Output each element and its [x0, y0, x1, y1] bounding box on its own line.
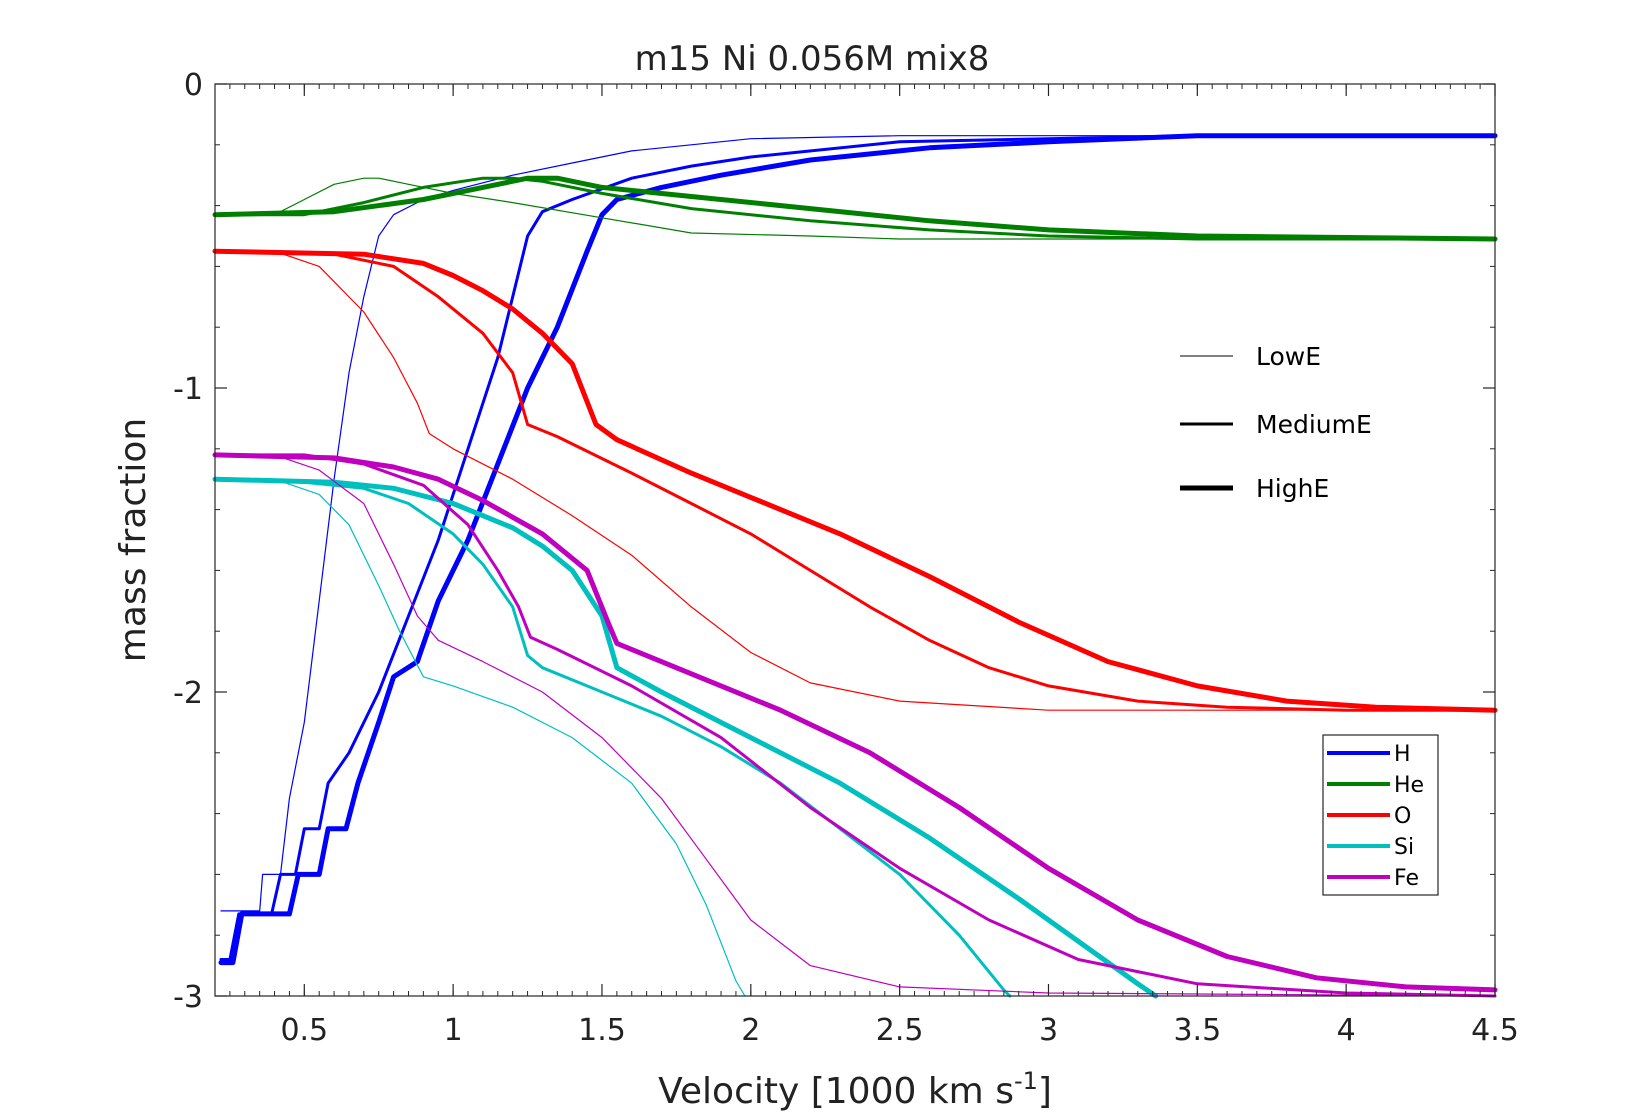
x-tick-label: 1.5	[578, 1013, 626, 1048]
series-line-o-lowe	[214, 250, 1496, 711]
series-line-fe-lowe	[214, 454, 1496, 997]
series-line-h-lowe	[220, 135, 1496, 912]
series-line-he-highe	[212, 175, 1498, 242]
element-legend-label-o: O	[1394, 804, 1411, 829]
element-legend: H He O Si Fe	[1322, 734, 1439, 896]
element-legend-label-fe: Fe	[1394, 866, 1419, 891]
energy-legend: LowE MediumE HighE	[1180, 342, 1372, 503]
x-tick-label: 1	[444, 1013, 463, 1048]
series-line-o-mediume	[213, 249, 1497, 712]
x-tick-label: 2	[741, 1013, 760, 1048]
series-line-si-lowe	[214, 478, 746, 997]
y-tick-label: -3	[173, 980, 203, 1015]
x-axis-label-end: ]	[1038, 1071, 1052, 1112]
series-line-fe-highe	[212, 452, 1498, 993]
x-axis-label-text: Velocity [1000 km s	[658, 1071, 1014, 1112]
y-tick-label: -2	[173, 676, 203, 711]
series-layer	[212, 133, 1498, 999]
series-line-si-highe	[212, 476, 1159, 999]
x-tick-label: 4.5	[1471, 1013, 1519, 1048]
x-axis-label: Velocity [1000 km s-1]	[658, 1067, 1052, 1112]
x-tick-label: 0.5	[280, 1013, 328, 1048]
y-tick-label: -1	[173, 372, 203, 407]
x-tick-label: 2.5	[876, 1013, 924, 1048]
chart-title: m15 Ni 0.056M mix8	[635, 39, 990, 79]
series-line-fe-mediume	[213, 453, 1497, 998]
y-axis: 0 -1 -2 -3	[173, 68, 1495, 1015]
x-tick-label: 3	[1039, 1013, 1058, 1048]
element-legend-label-si: Si	[1394, 835, 1414, 860]
x-axis-label-superscript: -1	[1014, 1067, 1038, 1095]
x-tick-label: 3.5	[1173, 1013, 1221, 1048]
series-line-o-highe	[212, 248, 1498, 713]
element-legend-label-h: H	[1394, 742, 1411, 767]
series-line-h-mediume	[219, 134, 1497, 961]
element-legend-label-he: He	[1394, 773, 1424, 798]
series-line-si-mediume	[213, 477, 1012, 998]
x-tick-label: 4	[1337, 1013, 1356, 1048]
energy-legend-label-lowe: LowE	[1256, 342, 1321, 371]
y-axis-label: mass fraction	[113, 418, 154, 662]
x-axis: 0.5 1 1.5 2 2.5 3 3.5 4 4.5	[229, 84, 1519, 1048]
y-tick-label: 0	[184, 68, 203, 103]
energy-legend-label-highe: HighE	[1256, 474, 1329, 503]
series-line-he-mediume	[213, 176, 1497, 241]
energy-legend-label-mediume: MediumE	[1256, 410, 1372, 439]
